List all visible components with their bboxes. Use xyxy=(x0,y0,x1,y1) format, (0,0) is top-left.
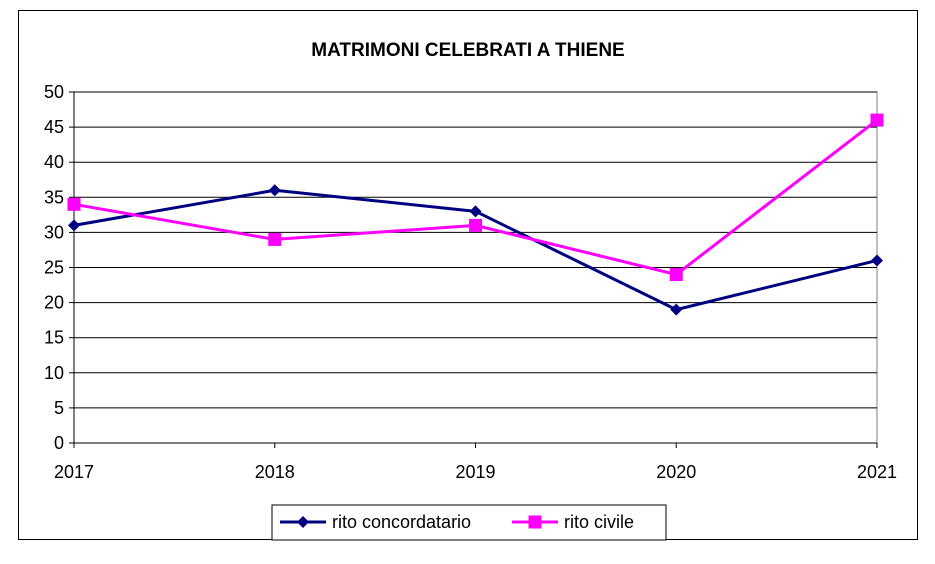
y-tick-label: 35 xyxy=(44,187,64,207)
data-point-rito-concordatario xyxy=(871,254,883,267)
y-tick-label: 15 xyxy=(44,328,64,348)
legend: rito concordatario rito civile xyxy=(271,504,667,541)
y-tick-label: 50 xyxy=(44,82,64,102)
data-point-rito-civile xyxy=(669,268,683,282)
y-tick-label: 0 xyxy=(54,433,64,453)
y-tick-label: 40 xyxy=(44,152,64,172)
x-tick-label: 2021 xyxy=(857,462,897,482)
data-point-rito-civile xyxy=(469,218,482,232)
legend-box xyxy=(271,504,667,541)
data-point-rito-concordatario xyxy=(670,303,683,316)
legend-marker-rito-concordatario xyxy=(297,516,309,528)
y-tick-label: 45 xyxy=(44,117,64,137)
x-tick-labels: 2017 2018 2019 2020 2021 xyxy=(54,443,897,482)
series-rito-civile xyxy=(67,113,884,282)
y-tick-label: 20 xyxy=(44,293,64,313)
y-tick-label: 10 xyxy=(44,363,64,383)
series-lines xyxy=(67,113,884,316)
data-point-rito-concordatario xyxy=(469,205,482,218)
legend-marker-rito-civile xyxy=(528,515,542,529)
legend-label-rito-concordatario: rito concordatario xyxy=(332,512,471,532)
y-tick-labels: 0 5 10 15 20 25 30 35 40 45 50 xyxy=(44,82,74,453)
gridlines xyxy=(74,91,877,409)
data-point-rito-concordatario xyxy=(268,184,281,197)
x-tick-label: 2019 xyxy=(455,462,495,482)
chart-title: MATRIMONI CELEBRATI A THIENE xyxy=(311,40,624,61)
legend-item-rito-civile: rito civile xyxy=(512,512,634,532)
x-tick-label: 2017 xyxy=(54,462,94,482)
y-tick-label: 5 xyxy=(54,398,64,418)
y-tick-label: 30 xyxy=(44,222,64,242)
data-point-rito-civile xyxy=(870,113,884,127)
legend-item-rito-concordatario: rito concordatario xyxy=(280,512,471,532)
x-tick-label: 2020 xyxy=(656,462,696,482)
data-point-rito-civile xyxy=(67,197,81,211)
x-tick-label: 2018 xyxy=(255,462,295,482)
data-point-rito-civile xyxy=(268,232,282,246)
y-tick-label: 25 xyxy=(44,258,64,278)
data-point-rito-concordatario xyxy=(68,219,80,232)
legend-label-rito-civile: rito civile xyxy=(564,512,634,532)
series-rito-concordatario xyxy=(68,184,883,316)
